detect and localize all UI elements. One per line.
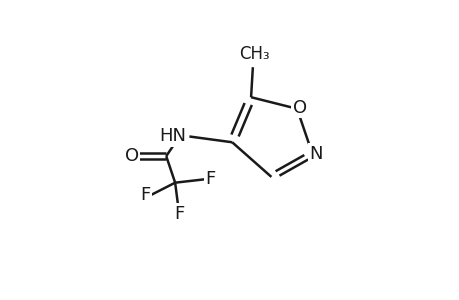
Text: N: N [308,145,322,163]
Text: F: F [140,186,150,204]
Text: O: O [124,147,139,165]
Text: O: O [292,99,306,117]
Text: F: F [174,205,184,223]
Text: HN: HN [159,128,186,146]
Text: F: F [205,170,215,188]
Text: CH₃: CH₃ [239,45,269,63]
